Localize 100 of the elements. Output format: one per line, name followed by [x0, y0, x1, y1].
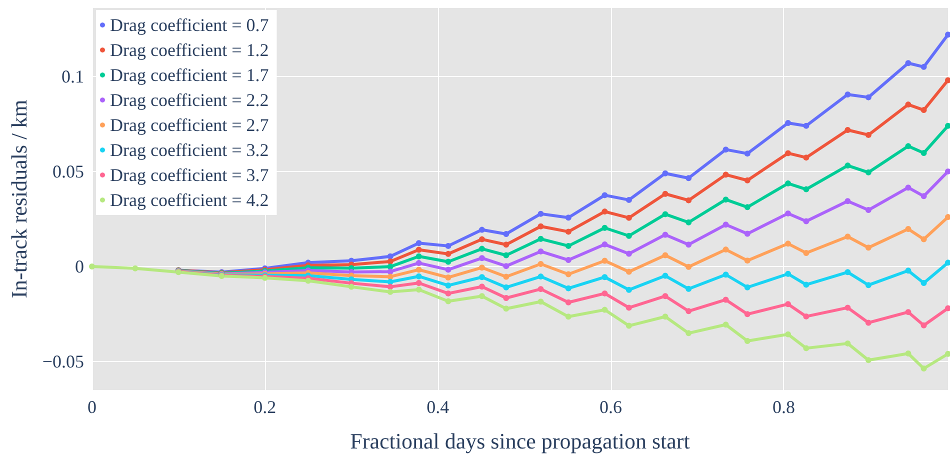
point: [920, 236, 927, 242]
point: [538, 286, 544, 292]
point: [503, 284, 510, 290]
point: [445, 266, 452, 273]
point: [662, 314, 668, 320]
point: [686, 308, 692, 314]
point: [89, 263, 95, 270]
point: [686, 197, 692, 204]
point: [387, 274, 394, 280]
point: [803, 218, 810, 224]
point: [865, 132, 872, 138]
point: [865, 207, 872, 214]
point: [945, 122, 950, 129]
point: [785, 331, 792, 338]
y-axis-title: In-track residuals / km: [6, 100, 32, 298]
point: [626, 196, 632, 203]
point: [662, 252, 668, 258]
point: [686, 242, 692, 248]
point: [445, 274, 452, 280]
point: [445, 258, 452, 265]
point: [803, 313, 810, 320]
point: [905, 143, 912, 150]
point: [416, 253, 422, 260]
point: [686, 286, 692, 292]
point: [844, 91, 851, 98]
point: [503, 274, 510, 280]
point: [844, 162, 851, 169]
point: [416, 273, 422, 280]
point: [348, 284, 354, 290]
y-tick-label: 0.05: [52, 161, 84, 182]
point: [662, 232, 668, 238]
point: [538, 210, 544, 217]
point: [416, 240, 422, 246]
point: [416, 266, 422, 273]
point: [905, 60, 912, 66]
point: [602, 306, 608, 313]
point: [416, 286, 422, 293]
point: [785, 150, 792, 156]
point: [445, 298, 452, 304]
point: [744, 204, 750, 210]
x-tick-label: 0: [88, 397, 96, 417]
point: [565, 214, 572, 221]
x-axis-title: Fractional days since propagation start: [350, 428, 690, 454]
point: [478, 293, 485, 300]
point: [686, 175, 692, 182]
point: [920, 322, 927, 328]
point: [744, 150, 750, 157]
point: [945, 214, 950, 220]
point: [565, 299, 572, 306]
point: [565, 257, 572, 264]
point: [744, 284, 750, 290]
point: [602, 192, 608, 198]
point: [565, 228, 572, 235]
point: [785, 120, 792, 126]
legend-label: Drag coefficient = 2.2: [110, 90, 269, 110]
point: [803, 122, 810, 129]
x-tick-label: 0.2: [254, 397, 276, 417]
point: [920, 280, 927, 286]
point: [905, 184, 912, 191]
point: [478, 246, 485, 252]
point: [744, 338, 750, 344]
point: [538, 274, 544, 280]
point: [865, 94, 872, 100]
point: [503, 230, 510, 237]
point: [503, 306, 510, 312]
point: [785, 240, 792, 247]
point: [478, 264, 485, 271]
point: [744, 258, 750, 264]
point: [662, 272, 668, 279]
point: [785, 270, 792, 277]
point: [602, 258, 608, 264]
point: [416, 246, 422, 253]
point: [905, 268, 912, 274]
point: [602, 208, 608, 215]
point: [445, 250, 452, 257]
y-tick-label: 0: [75, 256, 84, 276]
point: [686, 264, 692, 270]
point: [387, 268, 394, 275]
legend-label: Drag coefficient = 4.2: [110, 190, 269, 210]
point: [920, 107, 927, 114]
point: [865, 320, 872, 326]
point: [722, 296, 729, 303]
point: [785, 210, 792, 216]
point: [538, 223, 544, 230]
point: [565, 271, 572, 278]
point: [565, 242, 572, 249]
point: [626, 322, 632, 329]
point: [132, 265, 138, 272]
point: [744, 311, 750, 318]
point: [538, 236, 544, 242]
point: [722, 146, 729, 153]
point: [662, 170, 668, 176]
point: [503, 242, 510, 248]
point: [844, 269, 851, 276]
point: [626, 232, 632, 239]
point: [416, 260, 422, 266]
y-tick-label: −0.05: [42, 351, 84, 372]
point: [722, 222, 729, 228]
point: [920, 366, 927, 372]
point: [803, 282, 810, 288]
